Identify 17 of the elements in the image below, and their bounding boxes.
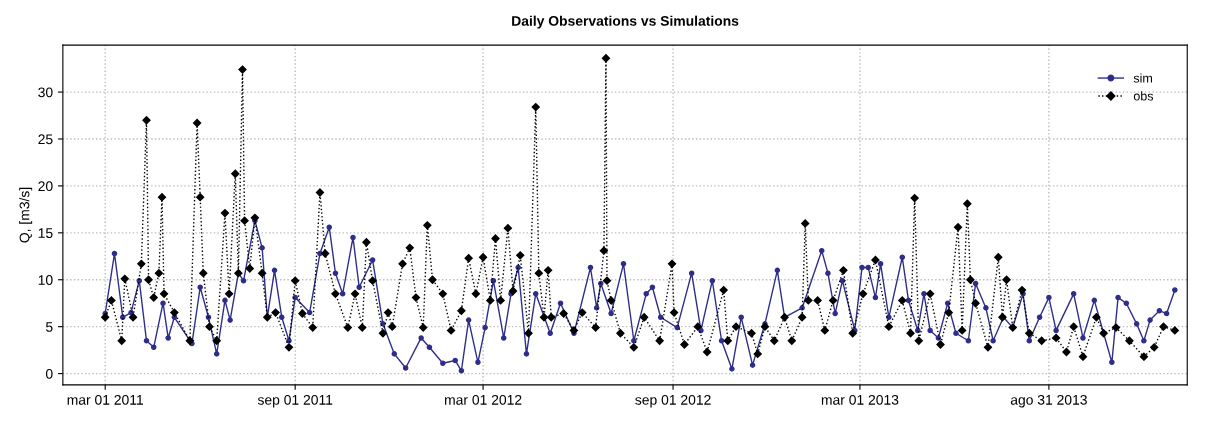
x-tick-label: sep 01 2011 bbox=[257, 394, 333, 408]
x-tick-label: mar 01 2011 bbox=[67, 394, 143, 405]
y-tick-label: 0 bbox=[45, 368, 53, 379]
x-tick-label: ago 31 2013 bbox=[1010, 394, 1087, 408]
chart-title: Daily Observations vs Simulations bbox=[512, 15, 739, 29]
y-tick-label: 30 bbox=[38, 87, 53, 98]
y-axis-title: Q, [m3/s] bbox=[19, 187, 33, 243]
y-tick-label: 25 bbox=[38, 134, 53, 145]
y-tick-label: 5 bbox=[45, 322, 53, 332]
legend-label: sim bbox=[1133, 73, 1152, 83]
legend-label: obs bbox=[1133, 91, 1154, 101]
x-tick-label: mar 01 2013 bbox=[821, 394, 899, 405]
x-tick-label: sep 01 2012 bbox=[635, 394, 711, 408]
y-tick-label: 20 bbox=[38, 181, 53, 192]
y-tick-label: 10 bbox=[38, 275, 53, 285]
x-tick-label: mar 01 2012 bbox=[445, 394, 522, 405]
y-tick-label: 15 bbox=[38, 228, 53, 238]
